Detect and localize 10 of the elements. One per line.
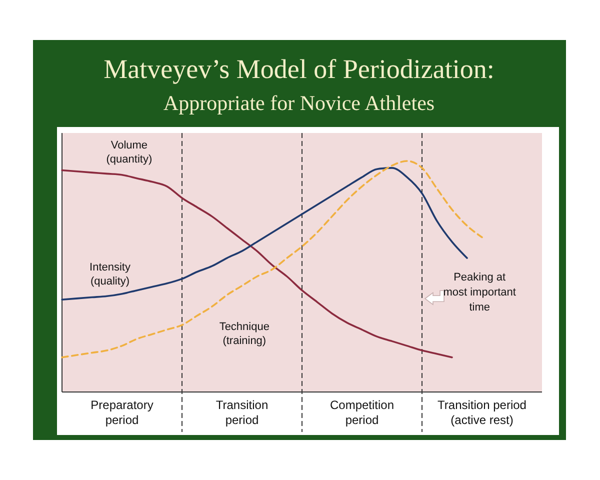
chart-subtitle: Appropriate for Novice Athletes: [163, 91, 435, 115]
series-label: Technique (training): [219, 320, 270, 347]
annotation: Peaking at most important time: [443, 272, 516, 314]
x-tick-label: Competition period: [330, 398, 394, 427]
x-tick-label: Preparatory period: [90, 398, 154, 427]
chart-title: Matveyev’s Model of Periodization:: [104, 54, 494, 84]
series-label: Volume (quantity): [106, 140, 152, 166]
x-tick-label: Transition period: [216, 398, 268, 427]
series-label: Intensity (quality): [90, 261, 131, 288]
x-tick-label: Transition period (active rest): [438, 398, 526, 427]
